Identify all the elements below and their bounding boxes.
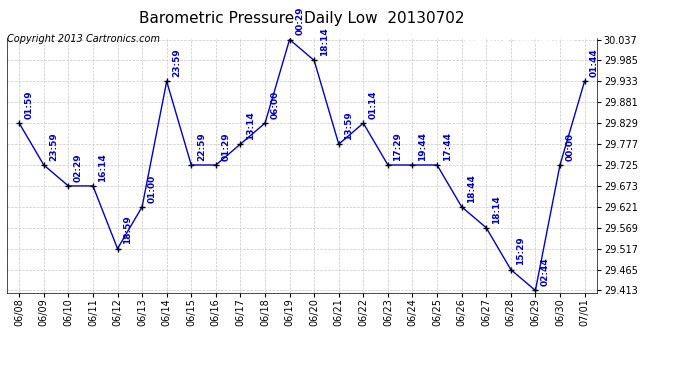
Text: 06:00: 06:00	[270, 91, 279, 119]
Text: 00:00: 00:00	[566, 133, 575, 161]
Text: 22:59: 22:59	[197, 132, 206, 161]
Text: 17:44: 17:44	[442, 132, 452, 161]
Text: 01:44: 01:44	[590, 48, 599, 77]
Text: Copyright 2013 Cartronics.com: Copyright 2013 Cartronics.com	[7, 34, 160, 44]
Text: 01:59: 01:59	[25, 90, 34, 119]
Text: 13:59: 13:59	[344, 111, 353, 140]
Title: Barometric Pressure  Daily Low  20130702: Barometric Pressure Daily Low 20130702	[139, 11, 464, 26]
Text: 23:59: 23:59	[49, 132, 59, 161]
Text: 02:29: 02:29	[74, 153, 83, 182]
Text: 02:44: 02:44	[541, 258, 550, 286]
Text: 13:14: 13:14	[246, 111, 255, 140]
Text: 23:59: 23:59	[172, 48, 181, 77]
Text: 01:00: 01:00	[148, 174, 157, 202]
Text: 18:59: 18:59	[123, 216, 132, 244]
Text: 18:14: 18:14	[492, 195, 501, 223]
Text: 01:29: 01:29	[221, 132, 230, 161]
Text: 01:14: 01:14	[369, 90, 378, 119]
Text: 15:29: 15:29	[516, 237, 525, 266]
Text: 17:29: 17:29	[393, 132, 402, 161]
Text: 16:14: 16:14	[99, 153, 108, 182]
Text: 19:44: 19:44	[418, 132, 427, 161]
Text: 18:44: 18:44	[467, 174, 476, 202]
Text: 18:14: 18:14	[319, 27, 328, 56]
Text: 00:29: 00:29	[295, 7, 304, 35]
